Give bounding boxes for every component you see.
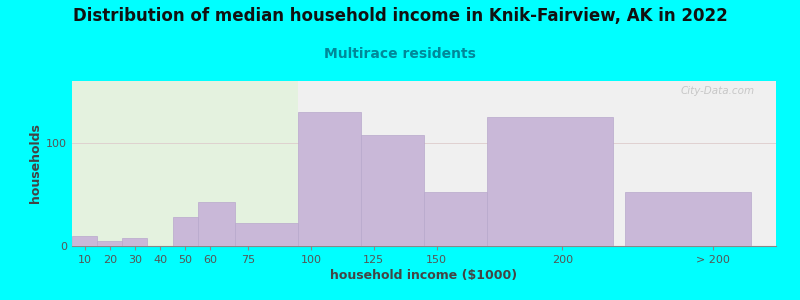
Bar: [97, 241, 122, 246]
Bar: [173, 217, 198, 246]
Text: City-Data.com: City-Data.com: [681, 86, 755, 96]
Text: Distribution of median household income in Knik-Fairview, AK in 2022: Distribution of median household income …: [73, 8, 727, 26]
Bar: [424, 192, 487, 246]
X-axis label: household income ($1000): household income ($1000): [330, 269, 518, 282]
Text: Multirace residents: Multirace residents: [324, 46, 476, 61]
FancyBboxPatch shape: [72, 81, 298, 246]
Bar: [361, 135, 424, 246]
Bar: [487, 117, 613, 246]
Bar: [72, 236, 97, 246]
Bar: [122, 238, 147, 246]
Bar: [625, 192, 751, 246]
Y-axis label: households: households: [29, 124, 42, 203]
Bar: [198, 202, 235, 246]
Bar: [235, 223, 298, 246]
Bar: [298, 112, 361, 246]
